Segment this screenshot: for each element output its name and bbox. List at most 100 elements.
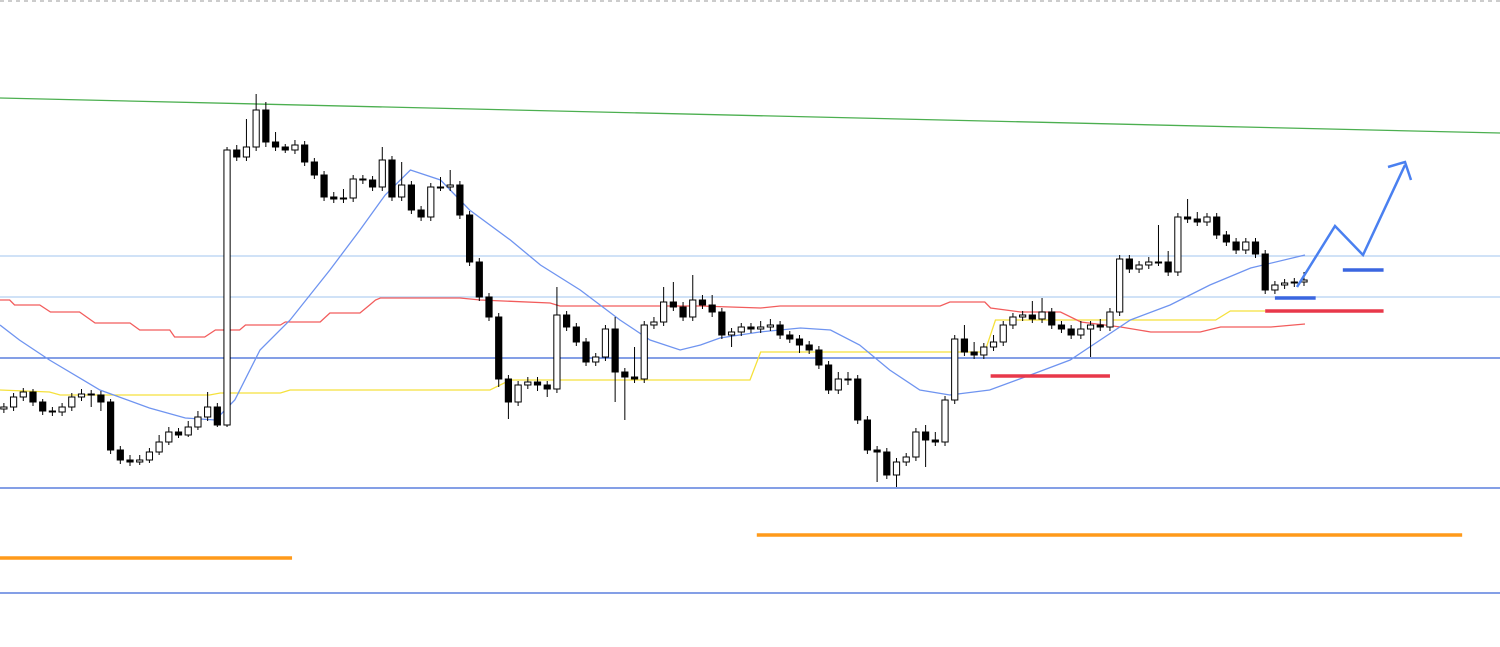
candle-body [1038, 311, 1046, 320]
candle-body [815, 349, 823, 366]
candles [0, 94, 1308, 487]
candle-body [320, 174, 328, 198]
candle-body [592, 356, 600, 363]
candle-body [155, 441, 163, 453]
candle-body [854, 378, 862, 421]
candle-body [165, 431, 173, 443]
candle-body [388, 159, 396, 198]
indicator-line [0, 297, 1306, 338]
candle-body [718, 311, 726, 336]
candle-body [630, 376, 639, 380]
candle-body [19, 391, 27, 398]
candle-body [107, 401, 115, 451]
candle-body [504, 378, 513, 403]
candle-body [184, 426, 192, 436]
candle-body [795, 338, 804, 346]
candle-body [1203, 216, 1211, 223]
candle-body [931, 439, 939, 443]
candle-body [727, 331, 736, 336]
candle-body [310, 161, 318, 176]
candle-body [1048, 311, 1056, 326]
candle-body [252, 109, 260, 148]
candle-body [271, 141, 280, 148]
candle-body [456, 184, 464, 216]
candle-body [1106, 311, 1114, 328]
candle-body [621, 371, 629, 378]
candle-body [301, 144, 309, 163]
candle-body [1009, 316, 1017, 326]
candle-body [757, 326, 765, 330]
candle-body [553, 314, 561, 390]
indicator-line [0, 310, 1266, 396]
candle-body [834, 378, 842, 391]
candle-body [563, 314, 571, 328]
candle-body [417, 209, 425, 218]
candle-body [572, 326, 580, 343]
candle-body [582, 341, 590, 363]
candle-body [1067, 328, 1075, 336]
candle-body [1116, 258, 1124, 313]
candle-body [873, 449, 881, 453]
candle-body [524, 381, 532, 386]
candle-body [1135, 264, 1143, 270]
candle-body [660, 301, 668, 323]
candle-body [989, 341, 998, 348]
candle-body [204, 406, 212, 418]
candle-body [9, 396, 18, 408]
candle-body [87, 393, 95, 396]
candle-body [126, 459, 134, 463]
candle-body [359, 178, 367, 181]
candle-body [786, 334, 794, 340]
indicator-line [0, 169, 1306, 421]
candle-body [1154, 261, 1163, 264]
candle-body [1164, 261, 1172, 273]
candle-body [1232, 241, 1240, 251]
candle-body [679, 306, 687, 318]
candle-body [669, 301, 677, 308]
candle-body [922, 431, 930, 441]
candle-body [737, 326, 745, 333]
candle-body [601, 328, 610, 358]
candle-body [1242, 241, 1250, 251]
candle-body [708, 304, 716, 313]
candle-body [1028, 314, 1036, 320]
candle-body [1096, 324, 1104, 328]
candle-body [407, 184, 415, 211]
candle-body [465, 214, 474, 263]
indicator-line [0, 97, 1500, 134]
candle-body [330, 196, 338, 200]
candle-body [863, 419, 872, 451]
candle-body [776, 324, 784, 336]
candle-body [892, 461, 901, 476]
candle-body [960, 338, 969, 353]
candle-body [0, 406, 8, 410]
candle-body [378, 159, 386, 188]
candle-body [281, 146, 289, 151]
candle-body [980, 346, 988, 356]
candle-body [213, 406, 221, 426]
candle-body [398, 184, 406, 198]
candle-body [68, 396, 76, 408]
candle-body [824, 364, 833, 391]
candle-body [291, 144, 299, 151]
candle-body [58, 406, 66, 413]
candle-body [689, 299, 697, 318]
candle-body [1271, 284, 1279, 291]
candle-body [941, 399, 949, 443]
candle-body [29, 391, 37, 403]
candle-body [39, 401, 47, 412]
candle-body [1193, 218, 1201, 223]
candle-body [48, 410, 56, 413]
candle-body [349, 178, 357, 199]
candle-body [485, 296, 493, 318]
levels [0, 255, 1500, 594]
candle-body [136, 459, 144, 463]
candle-body [1261, 253, 1269, 291]
candle-body [698, 299, 707, 306]
candle-body [1183, 216, 1192, 220]
candle-body [640, 324, 648, 380]
candle-body [339, 197, 348, 200]
candle-body [1222, 234, 1230, 243]
candle-body [766, 324, 774, 328]
candle-body [262, 109, 270, 143]
